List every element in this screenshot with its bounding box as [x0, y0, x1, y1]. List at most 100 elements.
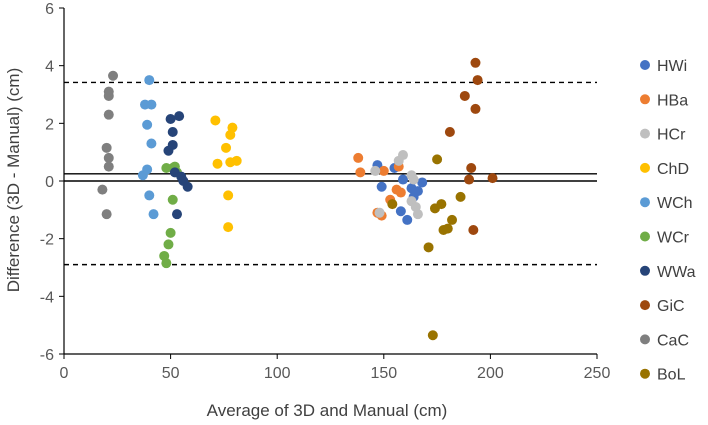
x-axis-title: Average of 3D and Manual (cm) — [207, 401, 448, 420]
x-axis: 0 50 100 150 200 250 — [60, 353, 611, 382]
plot-area — [64, 81, 597, 266]
data-point-WWa — [182, 181, 193, 192]
data-point-BoL — [387, 199, 398, 210]
data-point-GiC — [444, 126, 455, 137]
y-axis-title: Difference (3D - Manual) (cm) — [4, 68, 23, 293]
x-tick-label: 250 — [584, 365, 611, 382]
legend-label-GiC: GiC — [657, 298, 685, 315]
data-points — [97, 57, 498, 341]
data-point-ChD — [223, 190, 234, 201]
x-tick-label: 150 — [370, 365, 397, 382]
data-point-CaC — [103, 86, 114, 97]
data-point-BoL — [423, 242, 434, 253]
y-tick-label: 0 — [45, 174, 54, 191]
data-point-WWa — [165, 114, 176, 125]
legend-marker-ChD — [640, 162, 650, 173]
data-point-HCr — [408, 174, 419, 185]
legend-label-HWi: HWi — [657, 58, 687, 75]
data-point-HWi — [397, 174, 408, 185]
data-point-GiC — [470, 103, 481, 114]
data-point-ChD — [210, 115, 221, 126]
y-tick-label: -2 — [40, 232, 54, 249]
data-point-WWa — [167, 126, 178, 137]
y-axis: -6 -4 -2 0 2 4 6 — [40, 1, 65, 364]
y-tick-label: -6 — [40, 347, 54, 364]
data-point-ChD — [223, 222, 234, 233]
data-point-CaC — [101, 142, 112, 153]
data-point-WCh — [146, 138, 157, 149]
data-point-WWa — [167, 139, 178, 150]
data-point-BoL — [427, 330, 438, 341]
data-point-WCh — [142, 164, 153, 175]
data-point-ChD — [231, 155, 242, 166]
data-point-HCr — [412, 209, 423, 220]
legend-marker-CaC — [640, 334, 650, 345]
legend-marker-GiC — [640, 300, 650, 311]
data-point-WWa — [174, 111, 185, 122]
legend-marker-HCr — [640, 128, 650, 139]
y-tick-label: -4 — [40, 289, 54, 306]
y-tick-label: 2 — [45, 116, 54, 133]
data-point-WCr — [163, 239, 174, 250]
legend-marker-BoL — [640, 368, 650, 379]
data-point-GiC — [468, 225, 479, 236]
legend-marker-HWi — [640, 60, 650, 70]
data-point-WCh — [142, 119, 153, 130]
data-point-BoL — [436, 199, 447, 210]
data-point-GiC — [459, 90, 470, 101]
data-point-WCh — [144, 190, 155, 201]
data-point-HCr — [397, 150, 408, 161]
data-point-CaC — [103, 109, 114, 120]
data-point-GiC — [487, 173, 498, 184]
legend-label-HCr: HCr — [657, 127, 686, 144]
data-point-CaC — [97, 184, 108, 195]
data-point-BoL — [455, 191, 466, 202]
x-tick-label: 100 — [264, 365, 291, 382]
data-point-WCr — [165, 227, 176, 238]
legend-marker-WCh — [640, 197, 650, 208]
data-point-CaC — [103, 152, 114, 163]
x-tick-label: 200 — [477, 365, 504, 382]
legend-label-WCh: WCh — [657, 195, 693, 212]
data-point-ChD — [221, 142, 232, 153]
y-tick-label: 4 — [45, 59, 54, 76]
data-point-CaC — [101, 209, 112, 220]
data-point-CaC — [108, 70, 119, 81]
data-point-HCr — [370, 165, 381, 176]
data-point-WCr — [167, 194, 178, 205]
data-point-GiC — [472, 75, 483, 86]
legend-label-BoL: BoL — [657, 367, 686, 384]
data-point-HBa — [353, 152, 364, 163]
legend-marker-WCr — [640, 231, 650, 242]
legend-label-ChD: ChD — [657, 161, 689, 178]
legend-marker-WWa — [640, 265, 650, 276]
data-point-HCr — [374, 207, 385, 218]
legend-label-HBa: HBa — [657, 92, 688, 109]
data-point-GiC — [470, 57, 481, 68]
legend-label-WWa: WWa — [657, 264, 696, 281]
data-point-HBa — [355, 167, 366, 178]
data-point-WCh — [148, 209, 159, 220]
legend: HWi HBa HCr ChD WCh WCr WWa GiC CaC BoL — [640, 58, 696, 384]
data-point-HBa — [378, 165, 389, 176]
data-point-WWa — [171, 209, 182, 220]
data-point-WCh — [144, 75, 155, 86]
data-point-GiC — [466, 163, 477, 174]
data-point-WCr — [161, 258, 172, 269]
data-point-ChD — [227, 122, 238, 133]
data-point-HWi — [402, 214, 413, 225]
data-point-BoL — [447, 214, 458, 225]
legend-marker-HBa — [640, 94, 650, 105]
data-point-HWi — [395, 206, 406, 217]
x-tick-label: 50 — [162, 365, 180, 382]
data-point-GiC — [464, 174, 475, 185]
data-point-HWi — [412, 186, 423, 197]
legend-label-CaC: CaC — [657, 332, 689, 349]
data-point-HWi — [376, 181, 387, 192]
data-point-BoL — [442, 223, 453, 234]
data-point-ChD — [212, 158, 223, 169]
data-point-WCh — [146, 99, 157, 110]
x-tick-label: 0 — [60, 365, 69, 382]
data-point-CaC — [103, 161, 114, 172]
